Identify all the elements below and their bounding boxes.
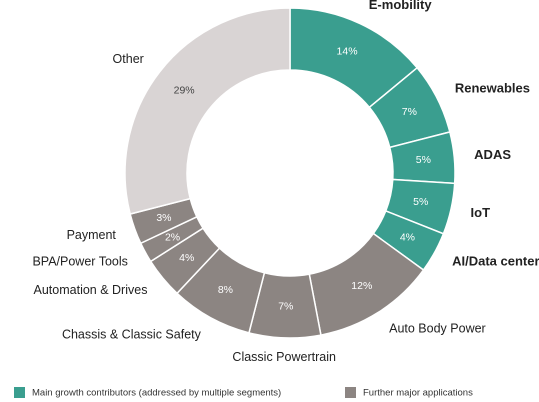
percent-label: 2% [165,231,180,243]
percent-label: 4% [179,252,194,264]
category-label: BPA/Power Tools [32,254,127,268]
category-label: Auto Body Power [389,321,486,335]
category-label: Payment [67,228,117,242]
percent-label: 5% [416,154,431,166]
category-label: IoT [471,205,491,220]
percent-label: 3% [156,212,171,224]
percent-label: 5% [413,196,428,208]
percent-label: 12% [351,280,372,292]
category-label: Other [113,52,144,66]
legend-swatch [345,387,356,398]
legend-swatch [14,387,25,398]
percent-label: 14% [337,46,358,58]
percent-label: 29% [174,85,195,97]
percent-label: 7% [278,301,293,313]
legend-label: Main growth contributors (addressed by m… [32,388,281,399]
category-label: E-mobility [369,0,433,12]
percent-label: 4% [400,231,415,243]
legend-label: Further major applications [363,388,473,399]
category-label: Classic Powertrain [232,350,336,364]
category-label: ADAS [474,147,511,162]
donut-slice [124,7,291,215]
category-label: AI/Data center [452,254,539,269]
percent-label: 7% [402,106,417,118]
percent-label: 8% [218,284,233,296]
category-label: Chassis & Classic Safety [62,327,202,341]
category-label: Renewables [455,80,530,95]
category-label: Automation & Drives [34,283,148,297]
